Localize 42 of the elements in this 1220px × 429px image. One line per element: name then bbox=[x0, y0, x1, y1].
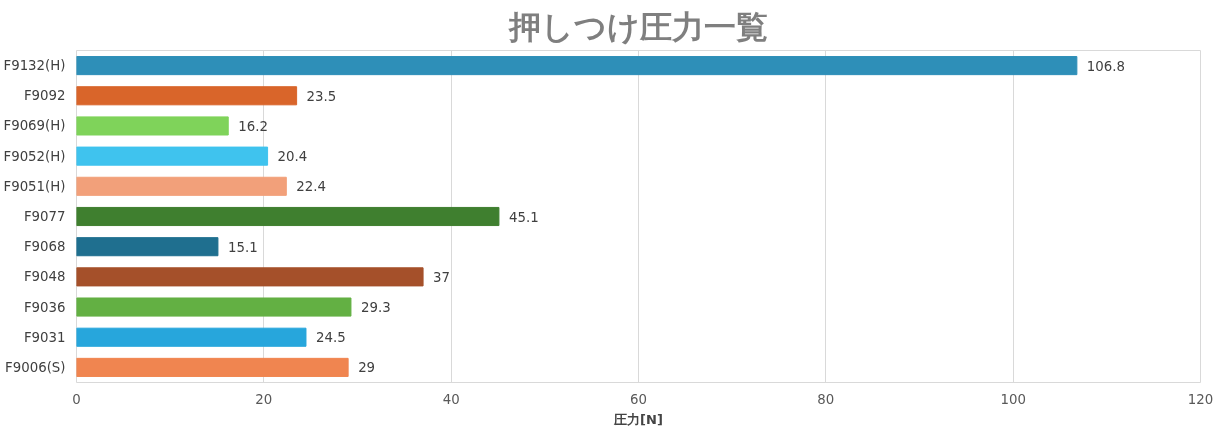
bar bbox=[76, 327, 307, 347]
x-tick-label: 20 bbox=[255, 391, 273, 407]
bar bbox=[76, 56, 1078, 76]
bar bbox=[76, 116, 229, 136]
data-label: 22.4 bbox=[296, 179, 326, 195]
data-label: 15.1 bbox=[227, 239, 258, 255]
x-tick-label: 40 bbox=[442, 391, 460, 407]
x-tick-label: 60 bbox=[630, 391, 647, 407]
y-tick-label: F9092 bbox=[23, 88, 66, 104]
y-tick-label: F9036 bbox=[23, 299, 66, 315]
x-tick-label: 80 bbox=[817, 391, 835, 407]
y-tick-label: F9006(S) bbox=[5, 359, 66, 375]
bar bbox=[76, 297, 352, 317]
data-label: 45.1 bbox=[508, 209, 539, 225]
bar bbox=[76, 237, 219, 257]
bar bbox=[76, 357, 349, 377]
data-label: 20.4 bbox=[277, 149, 308, 165]
y-tick-label: F9048 bbox=[23, 269, 66, 285]
data-label: 29.3 bbox=[360, 300, 391, 316]
chart-title: 押しつけ圧力一覧 bbox=[508, 7, 768, 46]
data-label: 29 bbox=[358, 360, 376, 376]
data-label: 106.8 bbox=[1086, 58, 1126, 74]
bar bbox=[76, 206, 500, 227]
x-tick-label: 100 bbox=[1000, 391, 1026, 407]
y-tick-label: F9069(H) bbox=[3, 118, 66, 134]
bar bbox=[76, 86, 298, 106]
y-tick-label: F9132(H) bbox=[3, 58, 66, 74]
y-tick-label: F9051(H) bbox=[3, 178, 66, 194]
y-tick-label: F9052(H) bbox=[3, 148, 66, 164]
y-tick-label: F9077 bbox=[23, 209, 66, 224]
x-tick-label: 0 bbox=[72, 391, 81, 407]
bar bbox=[76, 146, 269, 166]
y-tick-label: F9068 bbox=[23, 239, 66, 255]
x-tick-label: 120 bbox=[1187, 391, 1214, 407]
bar bbox=[76, 176, 287, 196]
data-label: 37 bbox=[433, 269, 451, 285]
x-axis-title: 圧力[N] bbox=[613, 411, 663, 427]
y-tick-label: F9031 bbox=[23, 329, 66, 345]
bar bbox=[76, 267, 424, 287]
data-label: 24.5 bbox=[315, 330, 346, 346]
data-label: 16.2 bbox=[238, 118, 268, 134]
data-label: 23.5 bbox=[306, 88, 337, 104]
